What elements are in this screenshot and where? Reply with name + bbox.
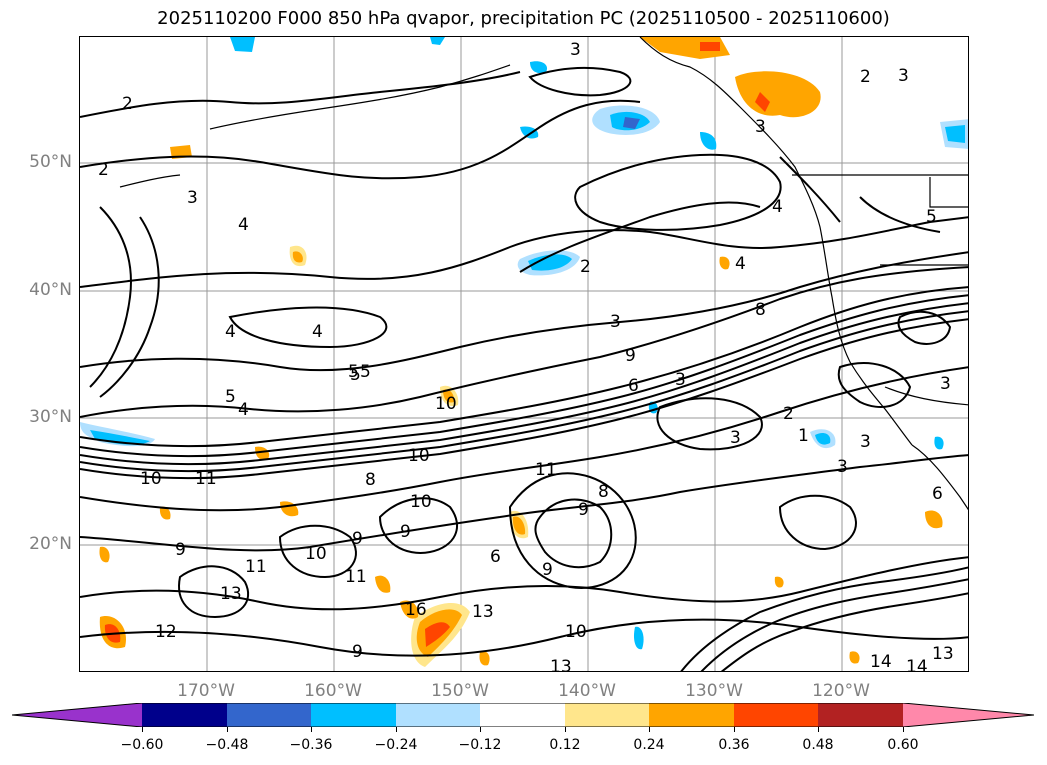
contour-label: 2 xyxy=(580,257,591,277)
contour-label: 9 xyxy=(175,540,186,560)
lon-label-130w: 130°W xyxy=(685,681,743,701)
contour-label: 3 xyxy=(675,370,686,390)
contour-label: 2 xyxy=(122,94,133,114)
lat-label-20n: 20°N xyxy=(29,534,72,554)
contour-label: 8 xyxy=(755,300,766,320)
colorbar-high-extension xyxy=(903,703,1034,727)
contour-label: 11 xyxy=(195,469,217,489)
lon-label-170w: 170°W xyxy=(177,681,235,701)
contour-label: 3 xyxy=(940,374,951,394)
lon-label-150w: 150°W xyxy=(431,681,489,701)
contour-label: 10 xyxy=(435,394,457,414)
contour-label: 5 xyxy=(350,365,361,385)
colorbar-tick: −0.12 xyxy=(458,737,502,753)
contour-label: 9 xyxy=(578,500,589,520)
colorbar-segment xyxy=(480,703,565,727)
qvapor-contours xyxy=(80,66,968,671)
lon-label-160w: 160°W xyxy=(304,681,362,701)
colorbar-tick: −0.24 xyxy=(374,737,418,753)
contour-label: 3 xyxy=(837,457,848,477)
contour-label-layer: 2 2 3 4 5 4 4 5 4 5 3 2 3 2 3 3 4 3 4 5 … xyxy=(98,40,954,672)
colorbar-tick: −0.48 xyxy=(205,737,249,753)
contour-label: 10 xyxy=(305,544,327,564)
contour-label: 6 xyxy=(628,376,639,396)
contour-label: 10 xyxy=(565,622,587,642)
contour-label: 16 xyxy=(405,600,427,620)
contour-label: 5 xyxy=(348,362,359,382)
colorbar-segment xyxy=(227,703,311,727)
contour-label: 6 xyxy=(932,484,943,504)
contour-label: 11 xyxy=(245,557,267,577)
contour-label: 14 xyxy=(906,657,928,672)
colorbar-segment xyxy=(734,703,818,727)
contour-label: 9 xyxy=(542,560,553,580)
contour-label: 8 xyxy=(598,482,609,502)
lat-label-30n: 30°N xyxy=(29,407,72,427)
contour-label: 2 xyxy=(860,67,871,87)
contour-label: 10 xyxy=(410,492,432,512)
colorbar-segment xyxy=(818,703,903,727)
colorbar-segment xyxy=(649,703,734,727)
contour-label: 5 xyxy=(926,207,937,227)
contour-label: 9 xyxy=(352,529,363,549)
contour-label: 4 xyxy=(225,322,236,342)
map-panel: 2 2 3 4 5 4 4 5 4 5 3 2 3 2 3 3 4 3 4 5 … xyxy=(79,36,969,672)
colorbar xyxy=(12,703,1034,727)
colorbar-segment xyxy=(142,703,227,727)
colorbar-tick: 0.12 xyxy=(549,737,581,753)
contour-label: 3 xyxy=(860,432,871,452)
map-title: 2025110200 F000 850 hPa qvapor, precipit… xyxy=(157,8,890,29)
contour-label: 4 xyxy=(238,400,249,420)
contour-label: 13 xyxy=(932,644,954,664)
colorbar-segment xyxy=(396,703,480,727)
contour-label: 3 xyxy=(610,312,621,332)
lon-label-120w: 120°W xyxy=(812,681,870,701)
contour-label: 10 xyxy=(140,469,162,489)
contour-label: 4 xyxy=(735,254,746,274)
colorbar-segment xyxy=(565,703,649,727)
colorbar-segment xyxy=(311,703,396,727)
contour-label: 13 xyxy=(220,584,242,604)
contour-label: 13 xyxy=(550,657,572,672)
colorbar-tick: −0.60 xyxy=(120,737,164,753)
map-svg: 2 2 3 4 5 4 4 5 4 5 3 2 3 2 3 3 4 3 4 5 … xyxy=(80,37,968,672)
colorbar-tick: 0.24 xyxy=(633,737,665,753)
contour-label: 8 xyxy=(365,470,376,490)
contour-label: 1 xyxy=(798,426,809,446)
contour-label: 11 xyxy=(535,460,557,480)
colorbar-low-extension xyxy=(12,703,142,727)
contour-label: 3 xyxy=(570,40,581,60)
contour-label: 13 xyxy=(472,602,494,622)
contour-label: 6 xyxy=(490,547,501,567)
contour-label: 10 xyxy=(408,446,430,466)
colorbar-tick: −0.36 xyxy=(289,737,333,753)
contour-label: 4 xyxy=(772,197,783,217)
contour-label: 11 xyxy=(345,567,367,587)
contour-label: 3 xyxy=(755,117,766,137)
contour-label: 3 xyxy=(730,428,741,448)
contour-label: 9 xyxy=(352,642,363,662)
lat-label-50n: 50°N xyxy=(29,152,72,172)
contour-label: 4 xyxy=(238,215,249,235)
coastlines xyxy=(119,37,968,511)
colorbar-tick: 0.36 xyxy=(718,737,750,753)
contour-label: 4 xyxy=(312,322,323,342)
colorbar-tick: 0.48 xyxy=(802,737,834,753)
contour-label: 14 xyxy=(870,652,892,672)
contour-label: 5 xyxy=(225,387,236,407)
contour-label: 5 xyxy=(360,362,371,382)
colorbar-tick: 0.60 xyxy=(887,737,919,753)
contour-label: 2 xyxy=(98,160,109,180)
contour-label: 3 xyxy=(898,66,909,86)
contour-label: 9 xyxy=(625,346,636,366)
lon-label-140w: 140°W xyxy=(558,681,616,701)
lat-label-40n: 40°N xyxy=(29,280,72,300)
contour-label: 2 xyxy=(783,404,794,424)
contour-label: 12 xyxy=(155,622,177,642)
contour-label: 9 xyxy=(400,522,411,542)
precip-shading xyxy=(80,37,968,667)
contour-label: 3 xyxy=(187,188,198,208)
